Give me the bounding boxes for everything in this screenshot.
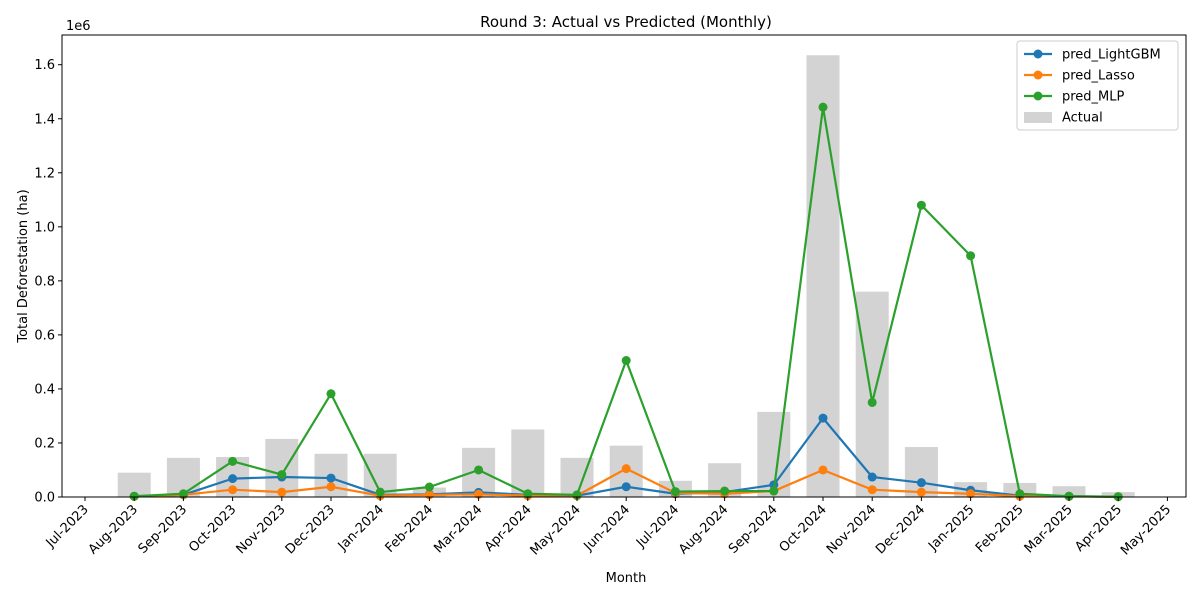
point-pred-lightgbm <box>916 478 926 488</box>
point-pred-mlp <box>1015 489 1025 499</box>
legend-label: pred_Lasso <box>1062 69 1135 84</box>
y-tick-label: 0.0 <box>34 491 55 506</box>
point-pred-mlp <box>277 470 287 480</box>
y-tick-label: 1.2 <box>34 166 55 181</box>
legend-label: pred_MLP <box>1062 90 1125 105</box>
point-pred-mlp <box>867 397 877 407</box>
point-pred-lightgbm <box>228 474 238 484</box>
point-pred-mlp <box>129 491 139 501</box>
y-scale-label: 1e6 <box>66 19 91 34</box>
point-pred-lasso <box>966 489 976 499</box>
point-pred-lasso <box>916 487 926 497</box>
point-pred-mlp <box>474 465 484 475</box>
lines-layer <box>129 102 1123 502</box>
point-pred-mlp <box>326 389 336 399</box>
y-axis: 0.0 0.2 0.4 0.6 0.8 1.0 1.2 1.4 1.6 <box>34 58 62 506</box>
plot-frame <box>61 34 1187 498</box>
point-pred-mlp <box>375 487 385 497</box>
point-pred-mlp <box>769 486 779 496</box>
point-pred-lasso <box>326 482 336 492</box>
point-pred-mlp <box>621 356 631 366</box>
legend: pred_LightGBM pred_Lasso pred_MLP Actual <box>1016 40 1179 131</box>
y-tick-label: 0.8 <box>34 274 55 289</box>
bar-actual <box>806 55 840 498</box>
y-tick-label: 1.6 <box>34 58 55 73</box>
point-pred-mlp <box>424 482 434 492</box>
point-pred-mlp <box>523 489 533 499</box>
point-pred-mlp <box>720 486 730 496</box>
bar-actual <box>1052 486 1086 497</box>
x-axis-label: Month <box>606 571 647 586</box>
point-pred-mlp <box>178 489 188 499</box>
point-pred-lightgbm <box>867 472 877 482</box>
y-tick-label: 0.2 <box>34 436 55 451</box>
bar-actual <box>265 438 299 497</box>
point-pred-lasso <box>818 465 828 475</box>
bar-actual <box>855 291 889 497</box>
point-pred-mlp <box>1064 491 1074 501</box>
legend-marker-swatch <box>1033 91 1043 101</box>
legend-bar-swatch <box>1024 112 1052 123</box>
point-pred-mlp <box>670 487 680 497</box>
point-pred-lasso <box>621 464 631 474</box>
chart-title: Round 3: Actual vs Predicted (Monthly) <box>480 13 772 31</box>
y-tick-label: 1.4 <box>34 112 55 127</box>
point-pred-mlp <box>818 102 828 112</box>
point-pred-mlp <box>228 456 238 466</box>
bar-actual <box>511 429 545 497</box>
y-tick-label: 0.6 <box>34 328 55 343</box>
y-axis-label: Total Deforestation (ha) <box>16 189 31 343</box>
point-pred-lasso <box>277 487 287 497</box>
y-tick-label: 0.4 <box>34 382 55 397</box>
point-pred-mlp <box>916 200 926 210</box>
legend-marker-swatch <box>1033 70 1043 80</box>
point-pred-lightgbm <box>326 473 336 483</box>
point-pred-lightgbm <box>818 413 828 423</box>
point-pred-mlp <box>966 251 976 261</box>
legend-marker-swatch <box>1033 49 1043 59</box>
y-tick-label: 1.0 <box>34 220 55 235</box>
legend-label: pred_LightGBM <box>1062 48 1161 63</box>
legend-box <box>1016 40 1179 131</box>
point-pred-lasso <box>228 485 238 495</box>
point-pred-lasso <box>867 485 877 495</box>
point-pred-lightgbm <box>621 482 631 492</box>
legend-label: Actual <box>1062 111 1103 126</box>
